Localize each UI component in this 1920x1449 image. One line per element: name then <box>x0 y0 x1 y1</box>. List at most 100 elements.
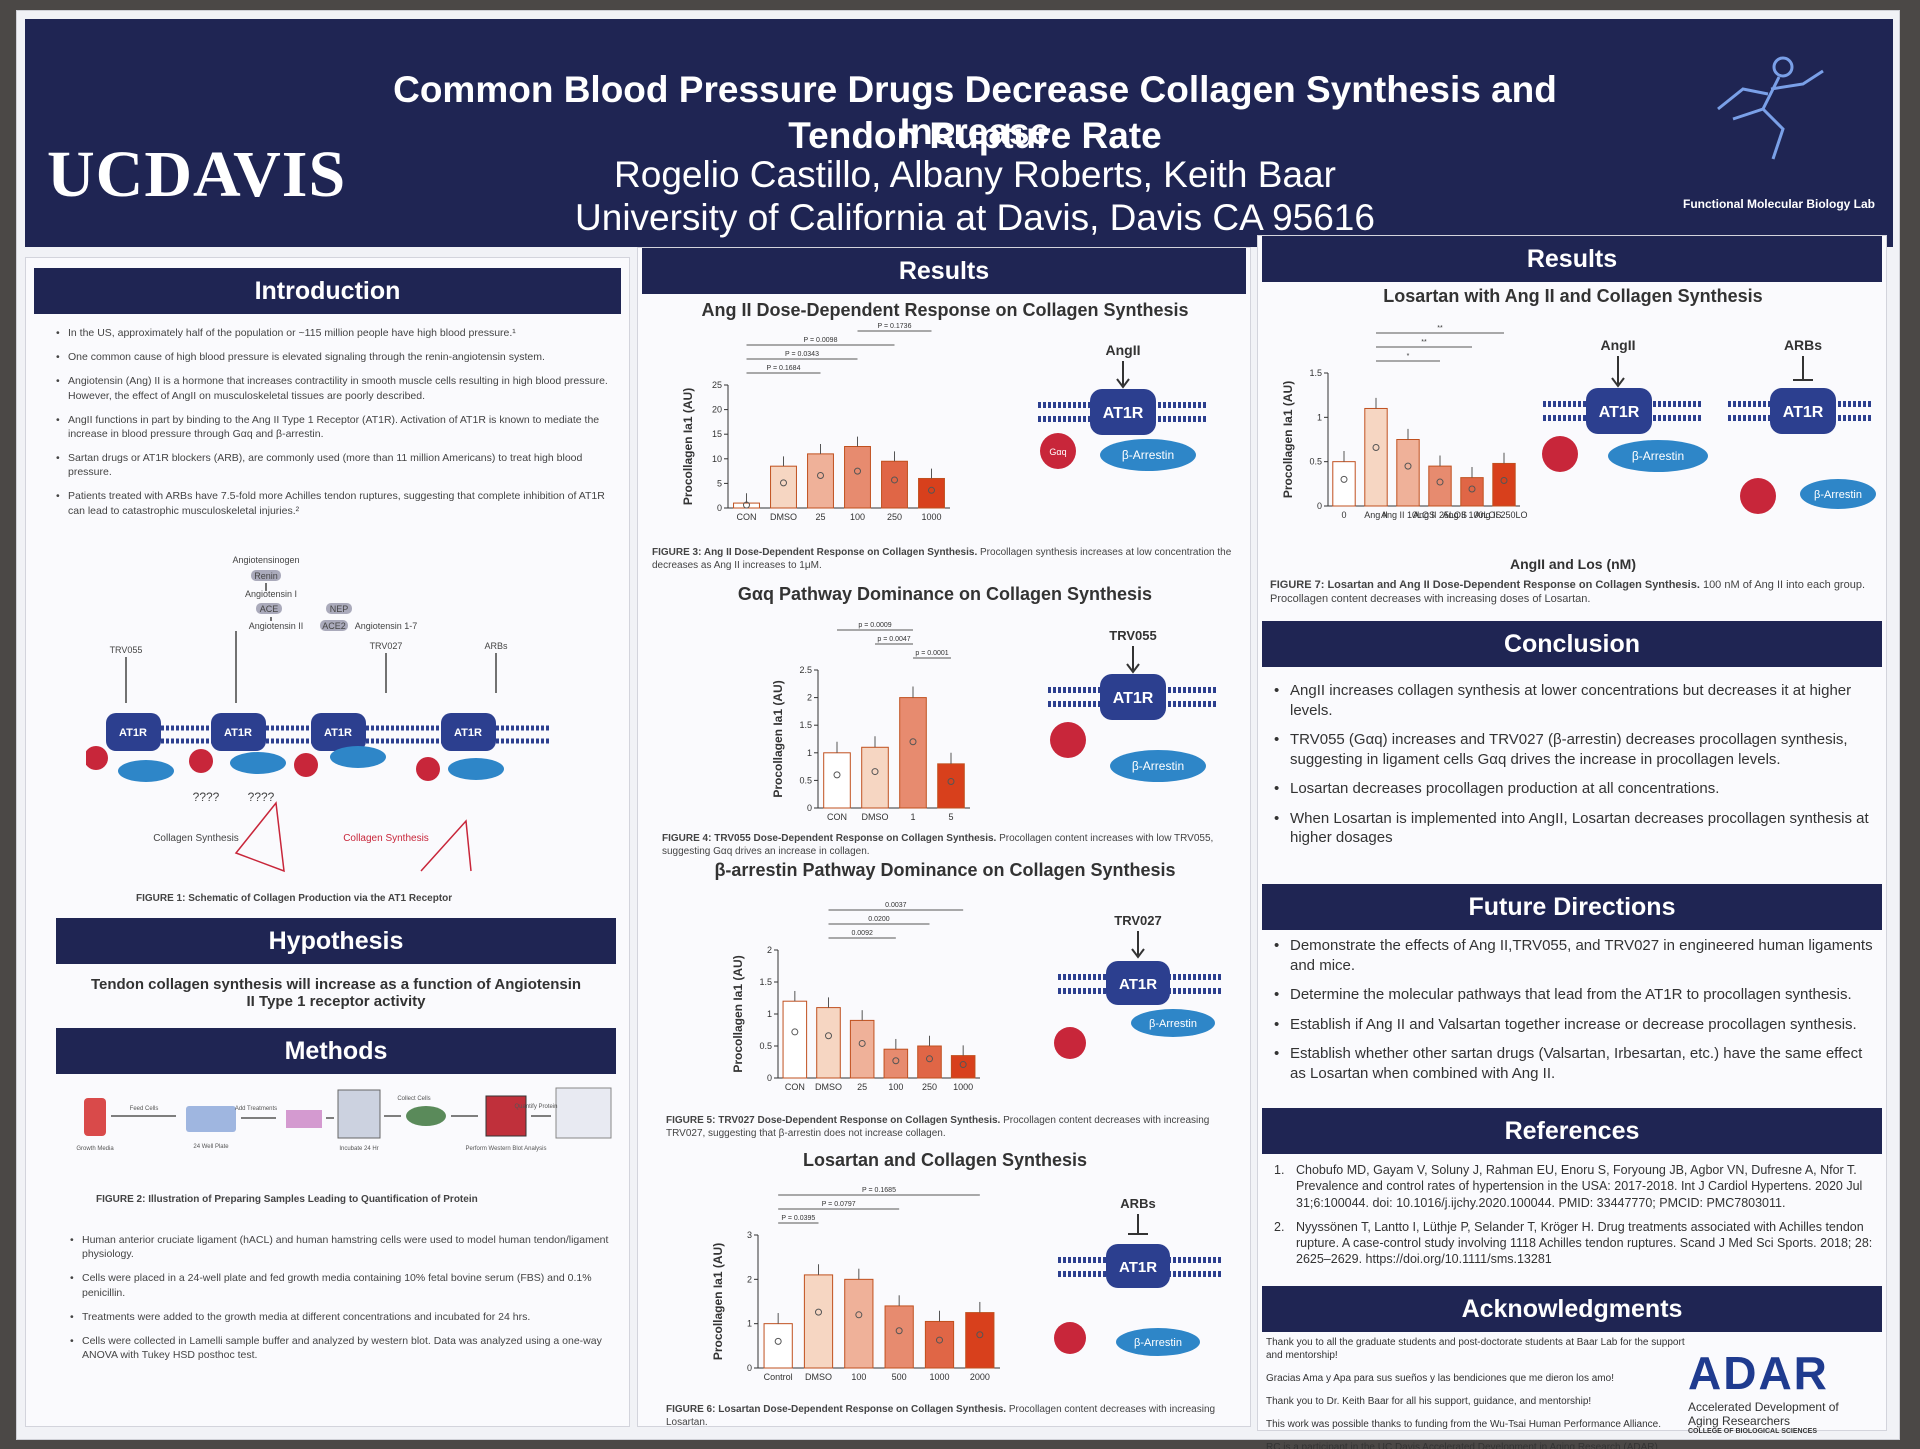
fig5-receptor-diagram: TRV027 AT1R β-Arrestin <box>1054 913 1223 1059</box>
significance-label: P = 0.0343 <box>785 351 819 358</box>
ucdavis-logo: UCDAVIS <box>47 138 347 211</box>
significance-label: P = 0.0098 <box>804 337 838 344</box>
data-point <box>1340 475 1348 483</box>
results-heading: Results <box>642 248 1246 294</box>
fig4-title: Gαq Pathway Dominance on Collagen Synthe… <box>737 584 1153 604</box>
barrestin-label: β-Arrestin <box>1134 1337 1182 1349</box>
methods-bullet: Cells were placed in a 24-well plate and… <box>68 1271 613 1299</box>
intro-bullet: Patients treated with ARBs have 7.5-fold… <box>54 489 609 517</box>
conclusion-heading: Conclusion <box>1262 621 1882 667</box>
references-list: 1. Chobufo MD, Gayam V, Soluny J, Rahman … <box>1274 1162 1874 1276</box>
future-bullets: Demonstrate the effects of Ang II,TRV055… <box>1268 936 1880 1093</box>
x-tick-label: 5 <box>948 812 953 822</box>
future-directions-heading: Future Directions <box>1262 884 1882 930</box>
fig7-caption-text: 100 nM of Ang II into each group. Procol… <box>1270 579 1866 606</box>
y-tick-label: 1 <box>807 748 812 758</box>
bar <box>965 1312 995 1369</box>
conclusion-bullet: AngII increases collagen synthesis at lo… <box>1268 681 1880 720</box>
y-axis-label: Procollagen Ia1 (AU) <box>731 955 745 1072</box>
data-point <box>825 1032 832 1040</box>
title-line-1: Common Blood Pressure Drugs Decrease Col… <box>393 69 1557 152</box>
y-tick-label: 1 <box>747 1319 752 1329</box>
future-bullet: Establish if Ang II and Valsartan togeth… <box>1268 1015 1880 1035</box>
left-column: Introduction In the US, approximately ha… <box>25 257 630 1427</box>
y-tick-label: 5 <box>717 478 722 488</box>
data-point <box>959 1061 967 1069</box>
significance-label: P = 0.0395 <box>781 1215 815 1222</box>
bar <box>899 697 927 809</box>
methods-bullets: Human anterior cruciate ligament (hACL) … <box>68 1233 613 1372</box>
fig4-receptor-diagram: TRV055 AT1R β-Arrestin <box>1048 628 1218 782</box>
schematic-angiotensinogen: Angiotensinogen <box>232 555 299 565</box>
significance-label: P = 0.0797 <box>822 1201 856 1208</box>
y-tick-label: 3 <box>747 1230 752 1240</box>
schematic-ace2: ACE2 <box>322 621 346 631</box>
significance-label: P = 0.1684 <box>767 365 801 372</box>
fig5-caption-text: Procollagen content decreases with incre… <box>666 1115 1210 1139</box>
bar <box>770 465 797 509</box>
poster-header: UCDAVIS Common Blood Pressure Drugs Decr… <box>25 19 1893 247</box>
methods-heading: Methods <box>56 1028 616 1074</box>
bar <box>884 1305 914 1369</box>
schematic-ligand: ARBs <box>484 641 508 651</box>
y-tick-label: 1 <box>1317 412 1322 422</box>
method-step: Growth Media <box>76 1146 114 1152</box>
x-tick-label: CON <box>827 812 847 822</box>
figure-1-caption: FIGURE 1: Schematic of Collagen Producti… <box>136 893 453 904</box>
x-tick-label: 100 <box>888 1082 903 1092</box>
x-tick-label: 500 <box>892 1372 907 1382</box>
fig4-caption-text: Procollagen content increases with low T… <box>662 833 1214 857</box>
data-point <box>774 1337 782 1345</box>
fig3-ligand: AngII <box>1106 343 1141 358</box>
data-point <box>854 467 861 475</box>
x-tick-label: 1 <box>910 812 915 822</box>
fig6-caption: FIGURE 6: Losartan Dose-Dependent Respon… <box>666 1403 1236 1429</box>
y-tick-label: 1.5 <box>799 720 812 730</box>
acknowledgments-heading: Acknowledgments <box>1262 1286 1882 1332</box>
bar <box>763 1323 793 1369</box>
bar <box>924 1320 955 1369</box>
fig7-xlabel: AngII and Los (nM) <box>1510 556 1636 572</box>
adar-logo: ADAR Accelerated Development of Aging Re… <box>1688 1346 1878 1435</box>
y-tick-label: 20 <box>712 405 722 415</box>
affiliation: University of California at Davis, Davis… <box>575 197 1375 238</box>
significance-label: ** <box>1421 339 1427 346</box>
y-tick-label: 0 <box>747 1363 752 1373</box>
data-point <box>855 1311 863 1319</box>
ack-line: Thank you to Dr. Keith Baar for all his … <box>1266 1396 1592 1407</box>
x-tick-label: Ang II 25LOS <box>1413 510 1467 520</box>
conclusion-bullet: When Losartan is implemented into AngII,… <box>1268 809 1880 848</box>
x-tick-label: 25 <box>857 1082 867 1092</box>
fig6-ligand: ARBs <box>1120 1196 1155 1211</box>
bar <box>1396 439 1420 507</box>
collagen-synthesis-label: Collagen Synthesis <box>153 833 239 844</box>
x-tick-label: 1000 <box>921 512 941 522</box>
x-tick-label: 250 <box>887 512 902 522</box>
x-tick-label: Ang II <box>1364 510 1388 520</box>
fig5-ligand: TRV027 <box>1114 913 1161 928</box>
future-bullet: Demonstrate the effects of Ang II,TRV055… <box>1268 936 1880 975</box>
y-axis-label: Procollagen Ia1 (AU) <box>681 388 695 505</box>
fig7-caption-bold: FIGURE 7: Losartan and Ang II Dose-Depen… <box>1270 579 1700 591</box>
data-point <box>815 1308 822 1316</box>
schematic-nep: NEP <box>330 604 349 614</box>
collagen-synthesis-label: Collagen Synthesis <box>343 833 429 844</box>
fig3-caption-bold: FIGURE 3: Ang II Dose-Dependent Response… <box>652 547 978 558</box>
data-point <box>909 738 917 746</box>
fig7-ligand-left: AngII <box>1601 337 1636 353</box>
receptor-label: AT1R <box>454 727 482 739</box>
receptor-label: AT1R <box>1113 690 1154 707</box>
significance-label: * <box>1407 353 1410 360</box>
receptor-label: AT1R <box>1119 976 1157 993</box>
data-point <box>743 501 750 509</box>
schematic-renin: Renin <box>254 571 278 581</box>
bar <box>849 1019 875 1079</box>
introduction-bullets: In the US, approximately half of the pop… <box>26 314 629 518</box>
intro-bullet: Angiotensin (Ang) II is a hormone that i… <box>54 374 609 402</box>
results-right-heading: Results <box>1262 236 1882 282</box>
y-tick-label: 0 <box>767 1073 772 1083</box>
x-tick-label: CON <box>785 1082 805 1092</box>
x-tick-label: Ang II 250LOS <box>1474 510 1528 520</box>
reference-item: 2. Nyyssönen T, Lantto I, Lüthje P, Selan… <box>1274 1219 1873 1267</box>
